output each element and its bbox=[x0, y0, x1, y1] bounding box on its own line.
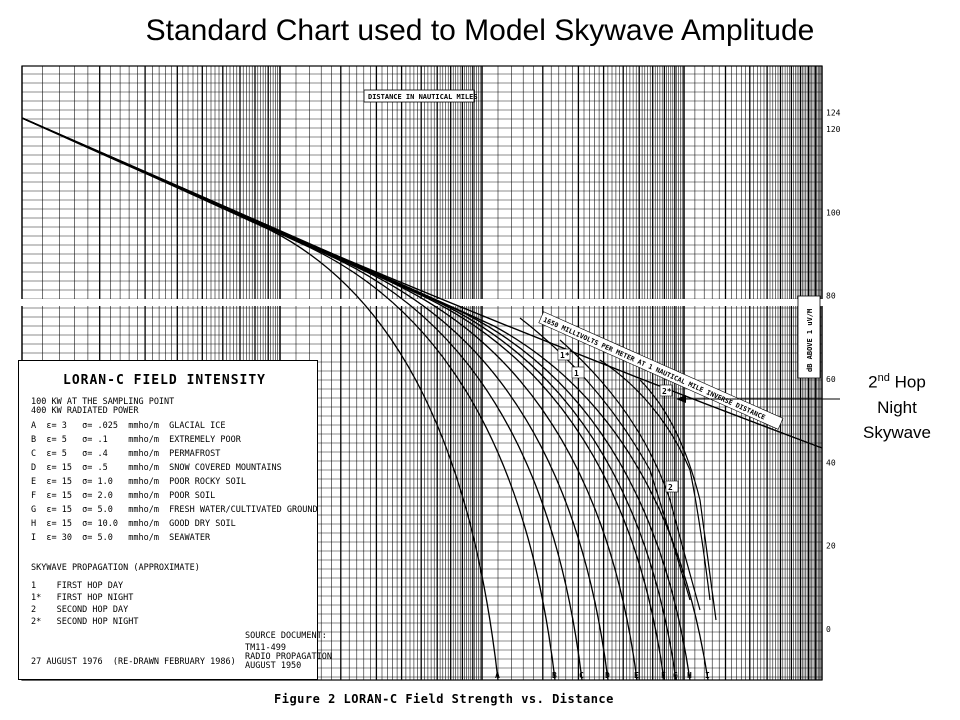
tick-bg bbox=[824, 122, 842, 133]
tick-bg bbox=[824, 288, 842, 300]
source-line-2: RADIO PROPAGATION bbox=[245, 652, 332, 662]
skywave-label-box bbox=[571, 366, 585, 379]
chart-curves bbox=[21, 117, 823, 681]
legend-box: LORAN-C FIELD INTENSITY 100 KW AT THE SA… bbox=[18, 360, 332, 680]
skywave-label-box bbox=[557, 348, 571, 361]
tick-bg bbox=[824, 372, 842, 383]
tick-bg bbox=[824, 205, 842, 217]
legend-row: E ε= 15 σ= 1.0 mmho/m POOR ROCKY SOIL bbox=[31, 477, 246, 487]
tick-bg bbox=[824, 622, 842, 633]
legend-row: H ε= 15 σ= 10.0 mmho/m GOOD DRY SOIL bbox=[31, 519, 236, 529]
curve-label: E bbox=[634, 671, 639, 680]
curve-label: A bbox=[495, 671, 500, 680]
right-tick-label: 20 bbox=[826, 542, 836, 551]
curve-label: B bbox=[552, 671, 557, 680]
curve-label: G bbox=[673, 671, 678, 680]
slide-title: Standard Chart used to Model Skywave Amp… bbox=[145, 14, 815, 47]
tick-bg bbox=[824, 538, 842, 550]
annot-hop: Hop bbox=[889, 372, 926, 392]
skywave-curve bbox=[599, 359, 711, 601]
curve-label: F bbox=[661, 671, 666, 680]
annotation-arrowhead bbox=[676, 395, 686, 403]
curve-label: C bbox=[579, 671, 584, 680]
legend-row: A ε= 3 σ= .025 mmho/m GLACIAL ICE bbox=[31, 421, 226, 431]
right-axis-label: dB ABOVE 1 uV/M bbox=[806, 309, 814, 372]
annot-skywave: Skywave bbox=[862, 422, 932, 442]
skywave-label-box bbox=[659, 384, 673, 397]
legend-title: LORAN-C FIELD INTENSITY bbox=[63, 373, 267, 388]
skywave-curve bbox=[639, 379, 717, 621]
skywave-label: 2* bbox=[662, 387, 672, 396]
legend-row: B ε= 5 σ= .1 mmho/m EXTREMELY POOR bbox=[31, 435, 241, 445]
skywave-row: 2* SECOND HOP NIGHT bbox=[31, 617, 139, 627]
annot-suffix: nd bbox=[877, 372, 890, 384]
skywave-row: 1* FIRST HOP NIGHT bbox=[31, 593, 134, 603]
legend-date: 27 AUGUST 1976 (RE-DRAWN FEBRUARY 1986) bbox=[31, 657, 236, 667]
skywave-row: 2 SECOND HOP DAY bbox=[31, 605, 129, 615]
annot-num: 2 bbox=[868, 372, 878, 392]
right-tick-label: 120 bbox=[826, 125, 841, 134]
right-tick-label: 124 bbox=[826, 108, 841, 117]
right-tick-label: 0 bbox=[826, 625, 831, 634]
legend-header-2: 400 KW RADIATED POWER bbox=[31, 406, 139, 416]
right-tick-label: 80 bbox=[826, 292, 836, 301]
skywave-row: 1 FIRST HOP DAY bbox=[31, 581, 124, 591]
tick-bg bbox=[824, 105, 842, 117]
legend-row: D ε= 15 σ= .5 mmho/m SNOW COVERED MOUNTA… bbox=[31, 463, 282, 473]
legend-row: G ε= 15 σ= 5.0 mmho/m FRESH WATER/CULTIV… bbox=[31, 505, 318, 515]
annot-night: Night bbox=[877, 397, 917, 417]
right-tick-label: 60 bbox=[826, 375, 836, 384]
source-line-1: TM11-499 bbox=[245, 643, 286, 653]
legend-row: C ε= 5 σ= .4 mmho/m PERMAFROST bbox=[31, 449, 221, 459]
right-tick-label: 100 bbox=[826, 208, 841, 217]
skywave-label: 1 bbox=[574, 369, 579, 378]
curve-label: H bbox=[687, 671, 692, 680]
legend-row: I ε= 30 σ= 5.0 mmho/m SEAWATER bbox=[31, 533, 211, 543]
skywave-label-box bbox=[665, 480, 679, 493]
skywave-label: 1* bbox=[560, 351, 570, 360]
source-line-3: AUGUST 1950 bbox=[245, 661, 302, 671]
skywave-title: SKYWAVE PROPAGATION (APPROXIMATE) bbox=[31, 563, 200, 573]
hop-annotation: 2nd Hop Night Skywave bbox=[842, 366, 952, 445]
right-axis-label-box bbox=[797, 295, 821, 379]
source-title: SOURCE DOCUMENT: bbox=[245, 631, 327, 641]
right-tick-label: 40 bbox=[826, 458, 836, 467]
figure-caption: Figure 2 LORAN-C Field Strength vs. Dist… bbox=[274, 692, 614, 706]
legend-row: F ε= 15 σ= 2.0 mmho/m POOR SOIL bbox=[31, 491, 216, 501]
top-axis-label-box bbox=[363, 89, 475, 103]
curve-label: I bbox=[705, 671, 710, 680]
top-axis-label: DISTANCE IN NAUTICAL MILES bbox=[368, 93, 478, 101]
inverse-distance-label-box bbox=[538, 311, 784, 430]
scan-band bbox=[0, 299, 960, 306]
legend-header-1: 100 KW AT THE SAMPLING POINT bbox=[31, 397, 175, 407]
curve-label: D bbox=[605, 671, 610, 680]
skywave-label: 2 bbox=[668, 483, 673, 492]
tick-bg bbox=[824, 455, 842, 467]
